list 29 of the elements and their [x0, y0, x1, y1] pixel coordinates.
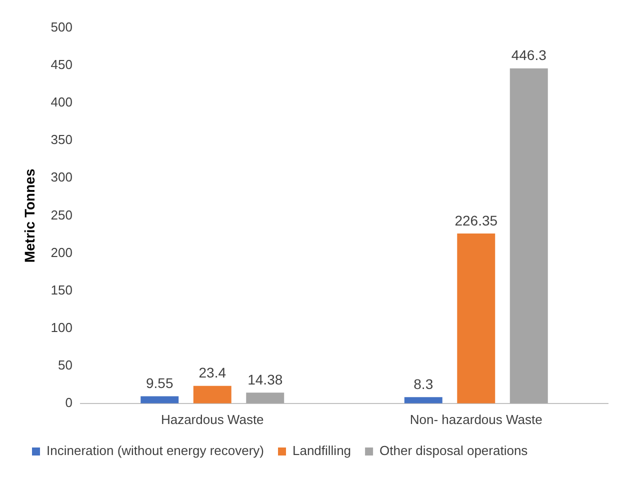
- data-label: 226.35: [454, 212, 498, 228]
- y-tick-label: 450: [50, 57, 72, 72]
- y-tick-label: 100: [50, 320, 72, 335]
- y-tick-label: 500: [50, 20, 72, 35]
- bar: [457, 233, 496, 404]
- y-tick-label: 0: [65, 394, 72, 410]
- y-tick-label: 250: [50, 207, 72, 222]
- y-tick-label: 50: [58, 357, 72, 372]
- legend-label: Landfilling: [292, 443, 352, 458]
- bar: [404, 397, 442, 404]
- y-tick-label: 300: [50, 170, 72, 185]
- data-label: 8.3: [414, 376, 434, 392]
- y-tick-label: 150: [50, 282, 72, 298]
- bar: [140, 396, 179, 404]
- x-tick-label: Hazardous Waste: [160, 412, 264, 427]
- bar: [510, 68, 548, 404]
- data-label: 9.55: [146, 375, 174, 392]
- legend-label: Other disposal operations: [380, 443, 528, 458]
- data-label: 446.3: [511, 47, 547, 64]
- data-label: 23.4: [198, 364, 226, 381]
- legend-label: Incineration (without energy recovery): [46, 443, 264, 458]
- y-tick-label: 350: [50, 132, 72, 148]
- bar: [246, 392, 284, 404]
- bar: [193, 386, 232, 404]
- data-label: 14.38: [248, 371, 283, 388]
- y-tick-label: 200: [50, 244, 72, 260]
- x-tick-label: Non- hazardous Waste: [410, 412, 542, 427]
- y-tick-label: 400: [50, 94, 72, 110]
- y-axis-title: Metric Tonnes: [21, 168, 38, 263]
